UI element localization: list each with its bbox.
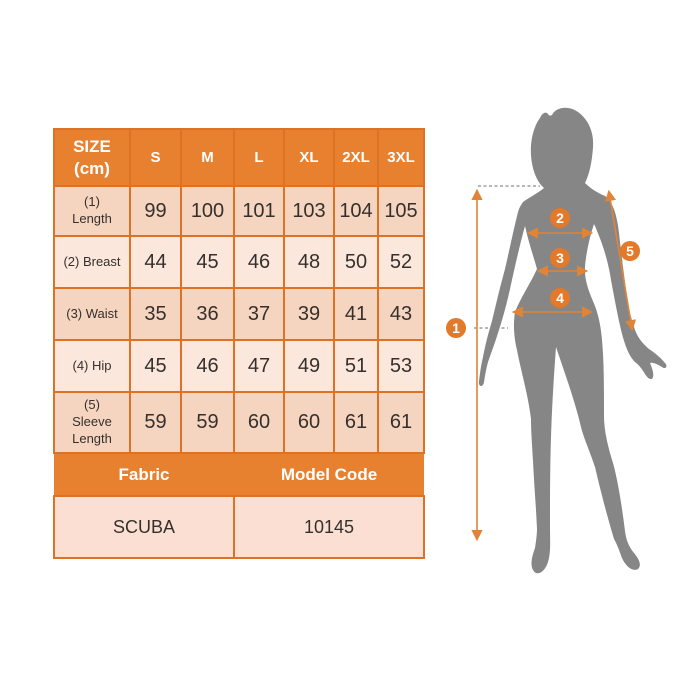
hip-s: 45 xyxy=(129,339,182,393)
marker-1-circle xyxy=(446,318,466,338)
breast-l: 46 xyxy=(233,235,285,289)
fabric-label: Fabric xyxy=(118,464,170,484)
size-unit-header: SIZE (cm) xyxy=(53,128,131,187)
model-code-label: Model Code xyxy=(280,464,378,484)
marker-4: 4 xyxy=(550,288,570,308)
table-row-hip: (4) Hip 45 46 47 49 51 53 xyxy=(53,339,425,393)
col-header-2xl: 2XL xyxy=(333,128,379,187)
model-code-value: 10145 xyxy=(233,495,425,559)
length-3xl: 105 xyxy=(377,185,425,237)
hip-m: 46 xyxy=(180,339,235,393)
waist-l: 37 xyxy=(233,287,285,341)
col-header-xl: XL xyxy=(283,128,335,187)
table-row-waist: (3) Waist 35 36 37 39 41 43 xyxy=(53,287,425,341)
marker-5: 5 xyxy=(620,241,640,261)
breast-m: 45 xyxy=(180,235,235,289)
col-header-m: M xyxy=(180,128,235,187)
hip-l: 47 xyxy=(233,339,285,393)
table-footer-value-row: SCUBA 10145 xyxy=(53,495,425,559)
sleeve-2xl: 61 xyxy=(333,391,379,454)
sleeve-arrow xyxy=(604,189,637,332)
female-silhouette xyxy=(478,107,667,574)
length-m: 100 xyxy=(180,185,235,237)
row-label-waist: (3) Waist xyxy=(53,287,131,341)
marker-2-circle xyxy=(550,208,570,228)
table-footer-label-row: Fabric Model Code xyxy=(54,452,424,497)
waist-2xl: 41 xyxy=(333,287,379,341)
size-chart-table: SIZE (cm) S M L XL 2XL 3XL (1) Length 99… xyxy=(53,128,425,559)
breast-2xl: 50 xyxy=(333,235,379,289)
marker-5-circle xyxy=(620,241,640,261)
length-xl: 103 xyxy=(283,185,335,237)
sleeve-xl: 60 xyxy=(283,391,335,454)
waist-xl: 39 xyxy=(283,287,335,341)
sleeve-s: 59 xyxy=(129,391,182,454)
hip-xl: 49 xyxy=(283,339,335,393)
sleeve-l: 60 xyxy=(233,391,285,454)
row-label-breast: (2) Breast xyxy=(53,235,131,289)
marker-3-label: 3 xyxy=(556,250,564,266)
table-header-row: SIZE (cm) S M L XL 2XL 3XL xyxy=(53,128,425,187)
marker-5-label: 5 xyxy=(626,243,634,259)
sleeve-m: 59 xyxy=(180,391,235,454)
marker-4-label: 4 xyxy=(556,290,564,306)
table-row-length: (1) Length 99 100 101 103 104 105 xyxy=(53,185,425,237)
col-header-3xl: 3XL xyxy=(377,128,425,187)
row-label-sleeve: (5) Sleeve Length xyxy=(53,391,131,454)
waist-s: 35 xyxy=(129,287,182,341)
table-row-sleeve: (5) Sleeve Length 59 59 60 60 61 61 xyxy=(53,391,425,454)
row-label-hip: (4) Hip xyxy=(53,339,131,393)
marker-2-label: 2 xyxy=(556,210,564,226)
breast-xl: 48 xyxy=(283,235,335,289)
hip-2xl: 51 xyxy=(333,339,379,393)
waist-3xl: 43 xyxy=(377,287,425,341)
waist-m: 36 xyxy=(180,287,235,341)
length-2xl: 104 xyxy=(333,185,379,237)
hip-3xl: 53 xyxy=(377,339,425,393)
marker-3: 3 xyxy=(550,248,570,268)
col-header-s: S xyxy=(129,128,182,187)
footer-label-band: Fabric Model Code xyxy=(54,452,424,497)
marker-1-label: 1 xyxy=(452,320,460,336)
length-s: 99 xyxy=(129,185,182,237)
marker-3-circle xyxy=(550,248,570,268)
breast-s: 44 xyxy=(129,235,182,289)
breast-3xl: 52 xyxy=(377,235,425,289)
marker-2: 2 xyxy=(550,208,570,228)
fabric-value: SCUBA xyxy=(53,495,235,559)
length-l: 101 xyxy=(233,185,285,237)
marker-4-circle xyxy=(550,288,570,308)
marker-1: 1 xyxy=(446,318,466,338)
col-header-l: L xyxy=(233,128,285,187)
sleeve-3xl: 61 xyxy=(377,391,425,454)
table-row-breast: (2) Breast 44 45 46 48 50 52 xyxy=(53,235,425,289)
measurement-figure: 1 2 3 4 5 xyxy=(446,107,667,574)
row-label-length: (1) Length xyxy=(53,185,131,237)
